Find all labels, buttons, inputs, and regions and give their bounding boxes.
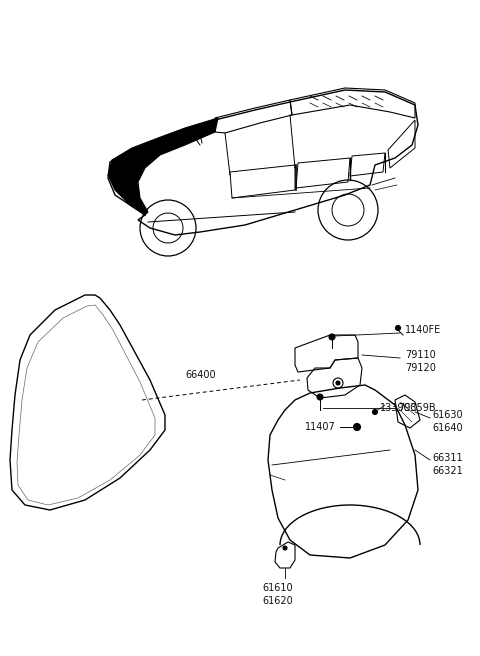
Text: 66321: 66321 [432, 466, 463, 476]
Text: 66400: 66400 [185, 370, 216, 380]
Circle shape [317, 394, 323, 400]
Circle shape [396, 325, 400, 331]
Text: 61630: 61630 [432, 410, 463, 420]
Circle shape [353, 424, 360, 430]
Circle shape [372, 409, 377, 415]
Polygon shape [108, 118, 218, 215]
Circle shape [329, 334, 335, 340]
Text: 61610: 61610 [263, 583, 293, 593]
Text: 79359B: 79359B [398, 403, 436, 413]
Text: 1339CC: 1339CC [380, 403, 418, 413]
Text: 11407: 11407 [305, 422, 336, 432]
Text: 79110: 79110 [405, 350, 436, 360]
Text: 79120: 79120 [405, 363, 436, 373]
Text: 61640: 61640 [432, 423, 463, 433]
Circle shape [336, 381, 340, 385]
Text: 61620: 61620 [263, 596, 293, 606]
Circle shape [283, 546, 287, 550]
Text: 66311: 66311 [432, 453, 463, 463]
Text: 1140FE: 1140FE [405, 325, 441, 335]
